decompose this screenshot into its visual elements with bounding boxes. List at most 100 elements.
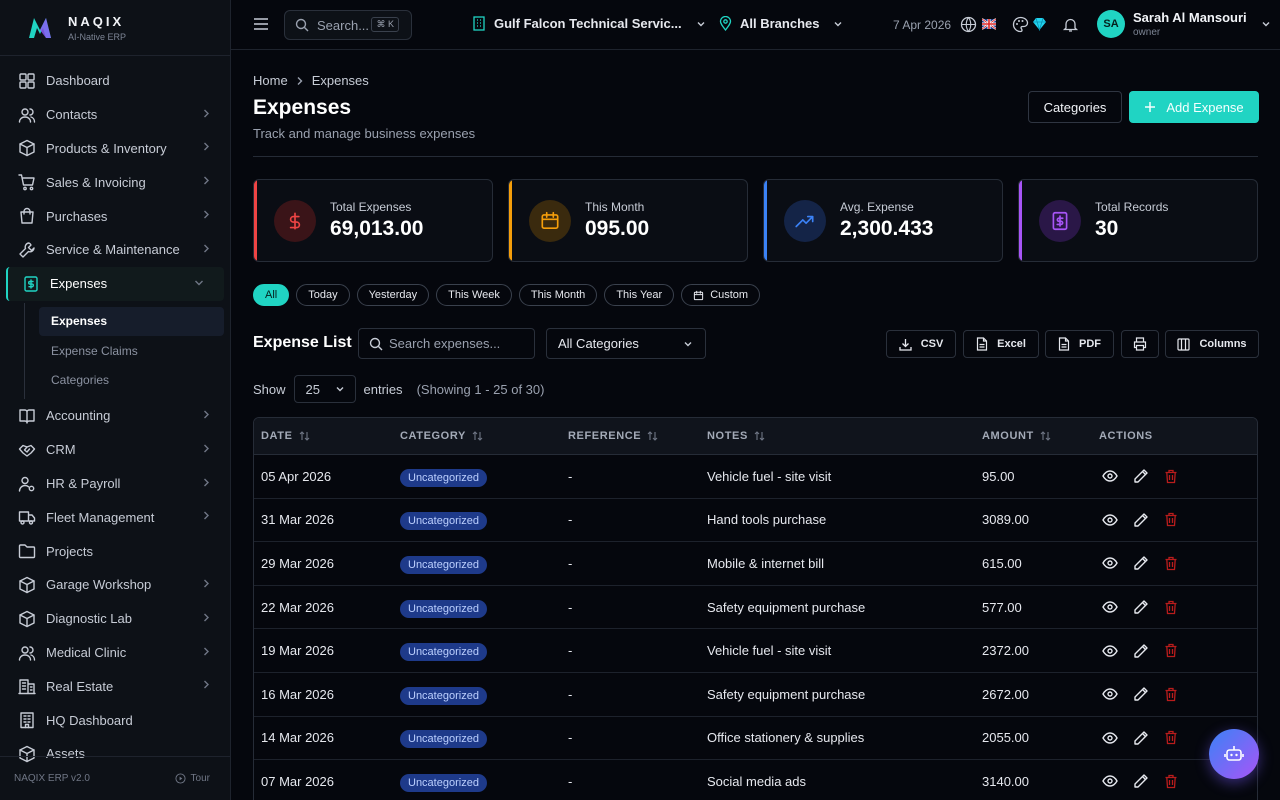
sidebar-item-diagnostic-lab[interactable]: Diagnostic Lab: [0, 602, 230, 636]
bell-icon[interactable]: [1062, 16, 1079, 33]
sidebar-item-crm[interactable]: CRM: [0, 433, 230, 467]
column-header-reference[interactable]: Reference: [561, 430, 700, 442]
chevron-right-icon: [204, 176, 209, 185]
breadcrumb-home[interactable]: Home: [253, 73, 288, 88]
trash-icon[interactable]: [1164, 512, 1178, 527]
table-row[interactable]: 05 Apr 2026 Uncategorized - Vehicle fuel - …: [254, 455, 1257, 499]
subnav-item-categories[interactable]: Categories: [51, 373, 110, 388]
trash-icon[interactable]: [1164, 469, 1178, 484]
filter-all[interactable]: All: [253, 284, 290, 306]
chevron-right-icon: [204, 680, 209, 689]
sidebar-item-dashboard[interactable]: Dashboard: [0, 64, 230, 98]
categories-button[interactable]: Categories: [1028, 91, 1122, 123]
sidebar-item-fleet-management[interactable]: Fleet Management: [0, 500, 230, 534]
sidebar-item-assets[interactable]: Assets: [0, 737, 230, 771]
table-row[interactable]: 19 Mar 2026 Uncategorized - Vehicle fuel - …: [254, 629, 1257, 673]
sidebar-item-hq-dashboard[interactable]: HQ Dashboard: [0, 703, 230, 737]
sidebar-item-products-and-inventory[interactable]: Products & Inventory: [0, 132, 230, 166]
trash-icon[interactable]: [1164, 730, 1178, 745]
filter-this-month[interactable]: This Month: [518, 284, 598, 306]
globe-icon[interactable]: [960, 16, 977, 33]
eye-icon[interactable]: [1102, 468, 1118, 484]
filter-today[interactable]: Today: [296, 284, 350, 306]
cell-actions: [1092, 643, 1252, 659]
sidebar-item-contacts[interactable]: Contacts: [0, 98, 230, 132]
category-filter-select[interactable]: All Categories: [546, 328, 706, 359]
table-row[interactable]: 22 Mar 2026 Uncategorized - Safety equipmen…: [254, 586, 1257, 630]
columns-button[interactable]: Columns: [1165, 330, 1259, 358]
trash-icon[interactable]: [1164, 600, 1178, 615]
pencil-icon[interactable]: [1133, 730, 1149, 746]
eye-icon[interactable]: [1102, 730, 1118, 746]
eye-icon[interactable]: [1102, 555, 1118, 571]
table-row[interactable]: 29 Mar 2026 Uncategorized - Mobile & intern…: [254, 542, 1257, 586]
brand[interactable]: NAQIX AI-Native ERP: [0, 0, 230, 56]
sidebar-item-label: Dashboard: [46, 73, 110, 89]
company-selector[interactable]: Gulf Falcon Technical Servic...: [472, 16, 706, 31]
pencil-icon[interactable]: [1133, 468, 1149, 484]
branch-selector[interactable]: All Branches: [719, 16, 843, 31]
sidebar-item-accounting[interactable]: Accounting: [0, 399, 230, 433]
pencil-icon[interactable]: [1133, 599, 1149, 615]
column-header-amount[interactable]: Amount: [975, 430, 1092, 442]
ai-assistant-button[interactable]: [1209, 729, 1259, 779]
sidebar-item-projects[interactable]: Projects: [0, 534, 230, 568]
print-button[interactable]: [1121, 330, 1159, 358]
chevron-right-icon: [204, 444, 209, 453]
table-row[interactable]: 14 Mar 2026 Uncategorized - Office statione…: [254, 717, 1257, 761]
menu-icon[interactable]: [253, 16, 269, 32]
column-header-notes[interactable]: Notes: [700, 430, 975, 442]
trash-icon[interactable]: [1164, 643, 1178, 658]
nav-icon-wrap: [18, 542, 36, 560]
filter-yesterday[interactable]: Yesterday: [356, 284, 430, 306]
sidebar-item-medical-clinic[interactable]: Medical Clinic: [0, 636, 230, 670]
sidebar-item-purchases[interactable]: Purchases: [0, 199, 230, 233]
add-expense-button[interactable]: Add Expense: [1129, 91, 1259, 123]
table-row[interactable]: 07 Mar 2026 Uncategorized - Social media ad…: [254, 760, 1257, 800]
global-search-input[interactable]: Search... ⌘ K: [284, 10, 412, 40]
column-label: Reference: [568, 430, 642, 442]
page-size-select[interactable]: 25: [293, 375, 356, 403]
export-pdf-button[interactable]: PDF: [1045, 330, 1114, 358]
sidebar-item-garage-workshop[interactable]: Garage Workshop: [0, 568, 230, 602]
pencil-icon[interactable]: [1133, 643, 1149, 659]
filter-this-week[interactable]: This Week: [436, 284, 512, 306]
pencil-icon[interactable]: [1133, 773, 1149, 789]
trash-icon[interactable]: [1164, 556, 1178, 571]
pencil-icon[interactable]: [1133, 512, 1149, 528]
tour-button[interactable]: Tour: [175, 773, 210, 784]
trash-icon[interactable]: [1164, 774, 1178, 789]
palette-icon[interactable]: [1012, 16, 1029, 33]
eye-icon[interactable]: [1102, 643, 1118, 659]
topbar: Search... ⌘ K Gulf Falcon Technical Serv…: [231, 0, 1280, 50]
export-csv-button[interactable]: CSV: [886, 330, 956, 358]
column-header-category[interactable]: Category: [393, 430, 561, 442]
subnav-item-expense-claims[interactable]: Expense Claims: [51, 343, 138, 358]
eye-icon[interactable]: [1102, 599, 1118, 615]
sidebar-item-hr-and-payroll[interactable]: HR & Payroll: [0, 467, 230, 501]
pencil-icon[interactable]: [1133, 686, 1149, 702]
user-menu[interactable]: SA Sarah Al Mansouri owner: [1097, 10, 1271, 38]
pencil-icon[interactable]: [1133, 555, 1149, 571]
export-excel-button[interactable]: Excel: [963, 330, 1039, 358]
column-header-date[interactable]: Date: [254, 430, 393, 442]
subnav-item-expenses[interactable]: Expenses: [39, 306, 224, 337]
cell-actions: [1092, 512, 1252, 528]
sidebar-item-sales-and-invoicing[interactable]: Sales & Invoicing: [0, 165, 230, 199]
trash-icon[interactable]: [1164, 687, 1178, 702]
filter-custom[interactable]: Custom: [681, 284, 761, 306]
breadcrumb-current: Expenses: [311, 73, 369, 88]
sidebar-item-real-estate[interactable]: Real Estate: [0, 669, 230, 703]
table-row[interactable]: 31 Mar 2026 Uncategorized - Hand tools purc…: [254, 499, 1257, 543]
eye-icon[interactable]: [1102, 773, 1118, 789]
diamond-icon[interactable]: [1032, 17, 1047, 31]
eye-icon[interactable]: [1102, 512, 1118, 528]
uk-flag-icon[interactable]: [982, 18, 996, 30]
eye-icon[interactable]: [1102, 686, 1118, 702]
expense-search-input[interactable]: Search expenses...: [358, 328, 535, 359]
filter-this-year[interactable]: This Year: [604, 284, 675, 306]
table-row[interactable]: 16 Mar 2026 Uncategorized - Safety equipmen…: [254, 673, 1257, 717]
sidebar-item-service-and-maintenance[interactable]: Service & Maintenance: [0, 233, 230, 267]
sidebar-item-expenses[interactable]: Expenses: [6, 266, 224, 301]
category-badge: Uncategorized: [400, 643, 487, 662]
